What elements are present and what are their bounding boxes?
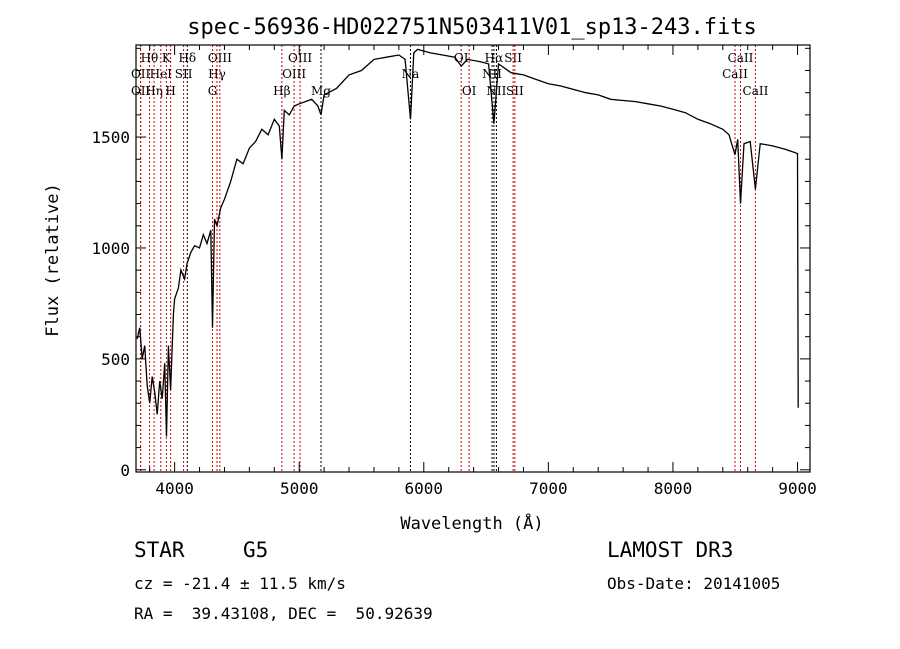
coordinates: RA = 39.43108, DEC = 50.92639	[134, 604, 433, 623]
spectral-line-label: HeI	[150, 67, 173, 81]
spectral-line-label: SII	[506, 84, 524, 98]
y-tick-label: 500	[101, 350, 130, 369]
x-tick-label: 8000	[654, 479, 693, 498]
spectral-line-label: Hγ	[208, 67, 226, 81]
spectral-line-label: Hβ	[273, 84, 290, 98]
plot-frame	[135, 44, 811, 473]
y-tick-label: 0	[120, 461, 130, 480]
spectral-line-label: G	[208, 84, 218, 98]
observation-date: Obs-Date: 20141005	[607, 574, 781, 593]
y-axis-label: Flux (relative)	[43, 183, 63, 337]
chart-title: spec-56936-HD022751N503411V01_sp13-243.f…	[187, 15, 757, 40]
x-tick-label: 6000	[405, 479, 444, 498]
spectral-line-label: NII	[482, 67, 502, 81]
survey-name: LAMOST DR3	[607, 538, 734, 562]
x-tick-label: 9000	[778, 479, 817, 498]
spectral-line-label: OIII	[288, 51, 312, 65]
spectral-line-label: CaII	[743, 84, 769, 98]
spectral-line-label: H	[165, 84, 175, 98]
y-tick-label: 1500	[91, 128, 130, 147]
spectral-line-label: Hδ	[178, 51, 196, 65]
x-tick-label: 5000	[280, 479, 319, 498]
spectral-line-label: CaII	[722, 67, 748, 81]
spectral-line-label: OI	[462, 84, 477, 98]
spectral-line-label: Hα	[485, 51, 504, 65]
object-type: STAR	[134, 538, 185, 562]
spectral-line-label: CaII	[728, 51, 754, 65]
spectral-line-label: OIII	[208, 51, 232, 65]
spectrum-chart: spec-56936-HD022751N503411V01_sp13-243.f…	[43, 15, 817, 534]
spectral-line-label: OIII	[282, 67, 306, 81]
spectral-line-label: Mg	[311, 84, 331, 98]
spectral-line-label: Na	[402, 67, 420, 81]
subclass: G5	[243, 538, 269, 562]
redshift-cz: cz = -21.4 ± 11.5 km/s	[134, 574, 346, 593]
spectral-line-label: K	[162, 51, 172, 65]
x-axis-label: Wavelength (Å)	[400, 512, 543, 534]
spectral-line-label: SII	[504, 51, 522, 65]
y-tick-label: 1000	[91, 239, 130, 258]
spectral-line-label: Hθ	[141, 51, 159, 65]
spectral-line-label: SII	[175, 67, 193, 81]
x-tick-label: 4000	[155, 479, 194, 498]
x-tick-label: 7000	[529, 479, 568, 498]
spectral-line-label: Hη	[145, 84, 163, 98]
spectrum-line	[136, 48, 799, 437]
